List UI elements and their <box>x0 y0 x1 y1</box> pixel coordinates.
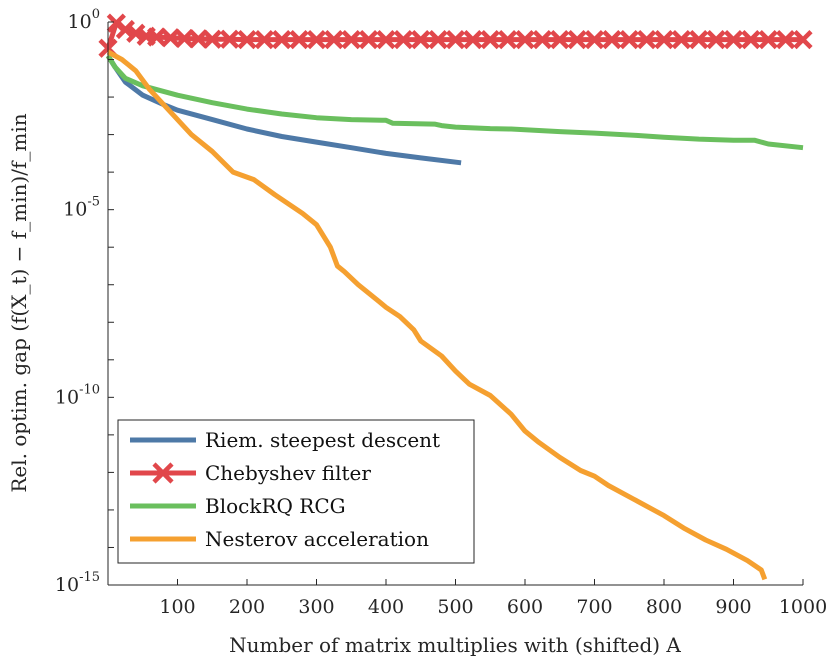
series-marker-2-11 <box>220 29 240 49</box>
series-marker-2-19 <box>359 30 379 50</box>
x-tick-label-3: 300 <box>298 596 334 618</box>
series-marker-2-34 <box>619 30 639 50</box>
x-tick-label-2: 200 <box>229 596 265 618</box>
series-marker-2-39 <box>706 30 726 50</box>
series-marker-2-32 <box>584 30 605 50</box>
legend-marker-2 <box>152 462 174 484</box>
series-marker-2-41 <box>741 30 761 50</box>
y-axis-title: Rel. optim. gap (f(X_t) − f_min)/f_min <box>7 113 31 492</box>
ticks-layer: 100 200 300 400 500 600 700 800 900 1000 100 10-5 10… <box>55 7 827 618</box>
legend: Riem. steepest descent Chebyshev filter Bl… <box>117 419 475 564</box>
x-tick-label-5: 500 <box>437 596 473 618</box>
series-line-4 <box>106 49 768 581</box>
x-tick-label-6: 600 <box>507 596 543 618</box>
series-line-1 <box>105 54 462 166</box>
series-marker-2-21 <box>393 30 413 50</box>
x-tick-label-1: 100 <box>159 596 195 618</box>
x-tick-label-9: 900 <box>715 596 751 618</box>
legend-label-4: Nesterov acceleration <box>205 527 429 551</box>
x-axis-title: Number of matrix multiplies with (shifte… <box>229 633 681 657</box>
y-tick-label-2: 10-5 <box>63 195 100 221</box>
series-marker-2-23 <box>428 30 448 50</box>
series-marker-2-37 <box>671 30 691 50</box>
series-marker-2-44 <box>793 30 813 50</box>
y-tick-label-3: 10-10 <box>55 382 100 408</box>
series-marker-2-10 <box>202 29 222 49</box>
series-marker-2-31 <box>567 30 587 50</box>
x-tick-label-4: 400 <box>368 596 404 618</box>
series-marker-2-22 <box>411 30 431 50</box>
x-tick-label-8: 800 <box>646 596 682 618</box>
series-marker-2-14 <box>272 30 292 50</box>
x-tick-label-7: 700 <box>576 596 612 618</box>
series-marker-2-12 <box>237 30 257 50</box>
series-marker-2-25 <box>463 30 483 50</box>
series-marker-2-36 <box>654 30 674 50</box>
y-tick-label-1: 100 <box>68 7 100 33</box>
series-marker-2-35 <box>637 30 657 50</box>
series-marker-2-29 <box>532 30 552 50</box>
series-marker-2-33 <box>602 30 622 50</box>
series-marker-2-40 <box>723 30 744 50</box>
series-marker-2-30 <box>550 30 570 50</box>
series-layer <box>98 13 813 581</box>
series-marker-2-43 <box>776 30 796 50</box>
legend-label-1: Riem. steepest descent <box>205 428 440 452</box>
x-tick-label-10: 1000 <box>779 596 827 618</box>
legend-label-2: Chebyshev filter <box>205 461 371 485</box>
series-marker-2-3 <box>115 19 135 40</box>
series-marker-2-26 <box>480 30 500 50</box>
series-marker-2-16 <box>306 30 327 50</box>
series-marker-2-42 <box>758 30 778 50</box>
series-marker-2-20 <box>376 30 396 50</box>
series-marker-2-24 <box>445 30 466 50</box>
series-marker-2-17 <box>324 30 344 50</box>
series-marker-2-13 <box>254 30 274 50</box>
legend-label-3: BlockRQ RCG <box>205 494 346 518</box>
series-marker-2-28 <box>515 30 535 50</box>
y-tick-label-4: 10-15 <box>55 570 100 596</box>
series-marker-2-38 <box>689 30 709 50</box>
series-line-3 <box>105 54 804 151</box>
series-marker-2-15 <box>289 30 309 50</box>
series-marker-2-18 <box>341 30 361 50</box>
series-marker-2-27 <box>498 30 518 50</box>
